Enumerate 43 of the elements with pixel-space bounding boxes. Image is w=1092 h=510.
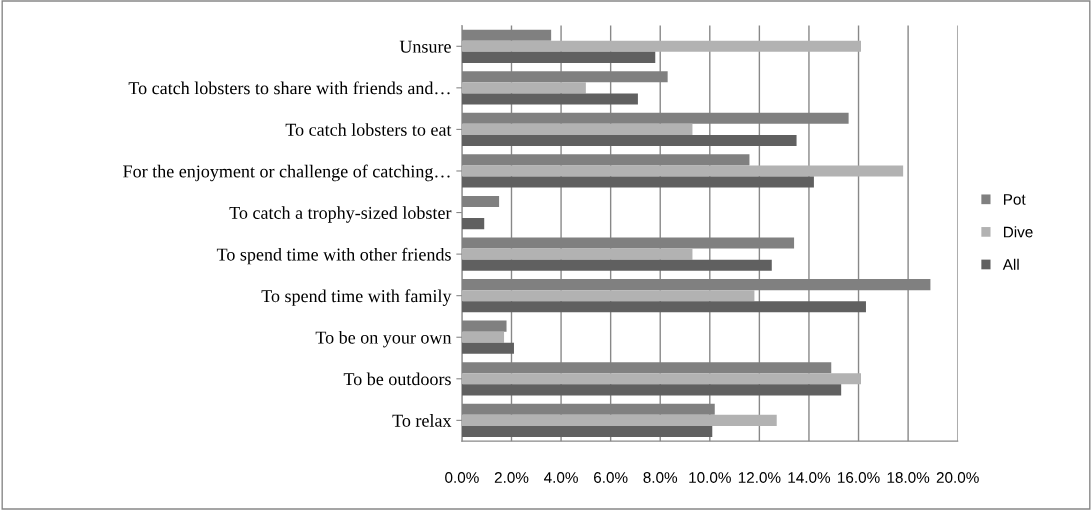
legend-label: Dive (1003, 226, 1033, 238)
bar (461, 123, 693, 135)
bar (461, 290, 755, 302)
x-tick-label: 18.0% (887, 472, 930, 483)
x-tick-label: 10.0% (689, 472, 731, 483)
x-tick-label: 14.0% (788, 472, 831, 483)
bar (461, 218, 485, 230)
y-tick-label: To catch lobsters to share with friends and… (128, 81, 450, 95)
y-tick-label: To be on your own (315, 330, 452, 348)
bar (461, 165, 904, 177)
bar (461, 176, 814, 188)
bar (461, 425, 713, 437)
bar (461, 40, 862, 52)
x-tick-label: 8.0% (643, 472, 678, 483)
bar (461, 384, 842, 396)
y-tick-label: Unsure (399, 40, 451, 53)
legend-label: Pot (1003, 194, 1026, 205)
x-tick-label: 4.0% (544, 472, 578, 483)
bar (461, 93, 638, 105)
legend-label: All (1002, 258, 1019, 270)
x-tick-label: 16.0% (838, 472, 880, 483)
x-tick-label: 2.0% (494, 472, 529, 483)
bar (461, 51, 656, 63)
bar (461, 82, 586, 94)
bar (461, 248, 693, 260)
x-tick-label: 20.0% (936, 472, 979, 483)
y-tick-label: To spend time with other friends (216, 247, 451, 265)
y-tick-label: For the enjoyment or challenge of catching… (123, 164, 450, 182)
y-tick-label: To catch lobsters to eat (285, 123, 452, 136)
bar (461, 373, 862, 385)
bar (461, 414, 777, 426)
bar (461, 259, 772, 271)
x-tick-label: 6.0% (594, 472, 628, 483)
y-tick-label: To be outdoors (343, 372, 451, 386)
y-tick-label: To relax (392, 414, 452, 427)
bar (461, 134, 797, 147)
bar (461, 331, 505, 343)
bar (461, 342, 514, 354)
y-tick-label: To spend time with family (261, 289, 452, 306)
x-tick-label: 0.0% (445, 472, 479, 483)
x-tick-label: 12.0% (738, 472, 781, 483)
y-tick-label: To catch a trophy-sized lobster (229, 206, 452, 223)
bar (461, 301, 866, 313)
